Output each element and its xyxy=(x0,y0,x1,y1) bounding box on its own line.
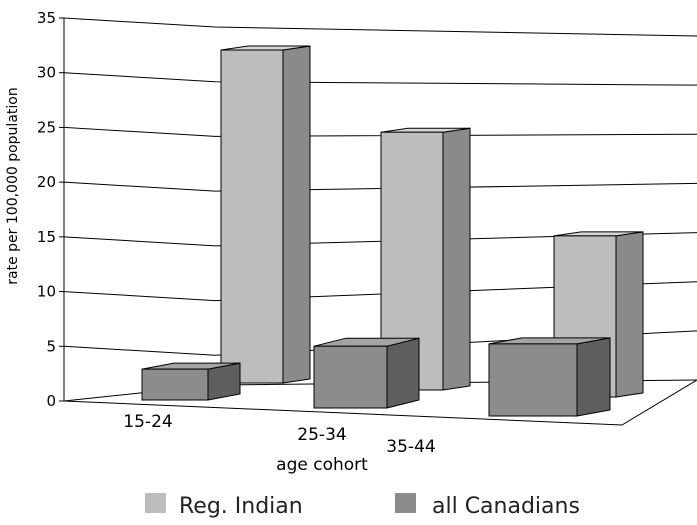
legend-swatch-all-canadians xyxy=(395,493,416,513)
x-tick-label: 15-24 xyxy=(123,412,172,432)
y-tick-label: 35 xyxy=(37,9,56,27)
legend-label-reg-indian: Reg. Indian xyxy=(179,494,303,519)
y-tick-label: 20 xyxy=(37,173,56,191)
bar-all-canadians-25-34-front xyxy=(313,345,388,409)
x-axis-title: age cohort xyxy=(276,455,368,475)
gridline xyxy=(63,126,697,137)
bar-reg-indian-15-24 xyxy=(220,45,311,384)
y-tick-label: 0 xyxy=(46,392,56,410)
gridline xyxy=(63,72,697,86)
bar-all-canadians-25-34-side xyxy=(386,337,420,409)
y-tick-label: 15 xyxy=(37,228,56,246)
legend-swatch-reg-indian xyxy=(145,493,166,513)
y-axis: 0 5 10 15 20 25 30 35 xyxy=(37,9,65,410)
bar-reg-indian-35-44-side xyxy=(615,231,644,398)
x-axis: 15-24 25-34 35-44 xyxy=(123,412,435,457)
y-tick-label: 30 xyxy=(37,64,56,82)
bar-all-canadians-35-44-side xyxy=(576,337,611,417)
y-tick-label: 25 xyxy=(37,118,56,136)
bar-reg-indian-15-24-front xyxy=(220,49,284,384)
legend: Reg. Indian all Canadians xyxy=(145,493,580,519)
x-tick-label: 35-44 xyxy=(386,437,435,457)
floor-front-edge xyxy=(63,379,697,426)
bar-all-canadians-25-34 xyxy=(313,337,420,409)
gridline xyxy=(63,181,697,192)
y-tick-label: 10 xyxy=(37,283,56,301)
legend-label-all-canadians: all Canadians xyxy=(432,494,580,519)
bar-all-canadians-15-24 xyxy=(141,362,241,401)
bars xyxy=(141,45,644,417)
bar-all-canadians-35-44-front xyxy=(488,343,578,417)
y-tick-label: 5 xyxy=(46,337,56,355)
gridline xyxy=(63,232,697,247)
gridline xyxy=(63,17,697,37)
x-tick-label: 25-34 xyxy=(297,425,346,445)
bar-reg-indian-15-24-side xyxy=(282,45,311,384)
bar-all-canadians-15-24-front xyxy=(141,368,209,401)
y-axis-title: rate per 100,000 population xyxy=(5,87,21,284)
gridline xyxy=(63,281,697,302)
bar-reg-indian-25-34-side xyxy=(442,127,471,391)
gridlines xyxy=(63,17,697,356)
bar-all-canadians-35-44 xyxy=(488,337,611,417)
